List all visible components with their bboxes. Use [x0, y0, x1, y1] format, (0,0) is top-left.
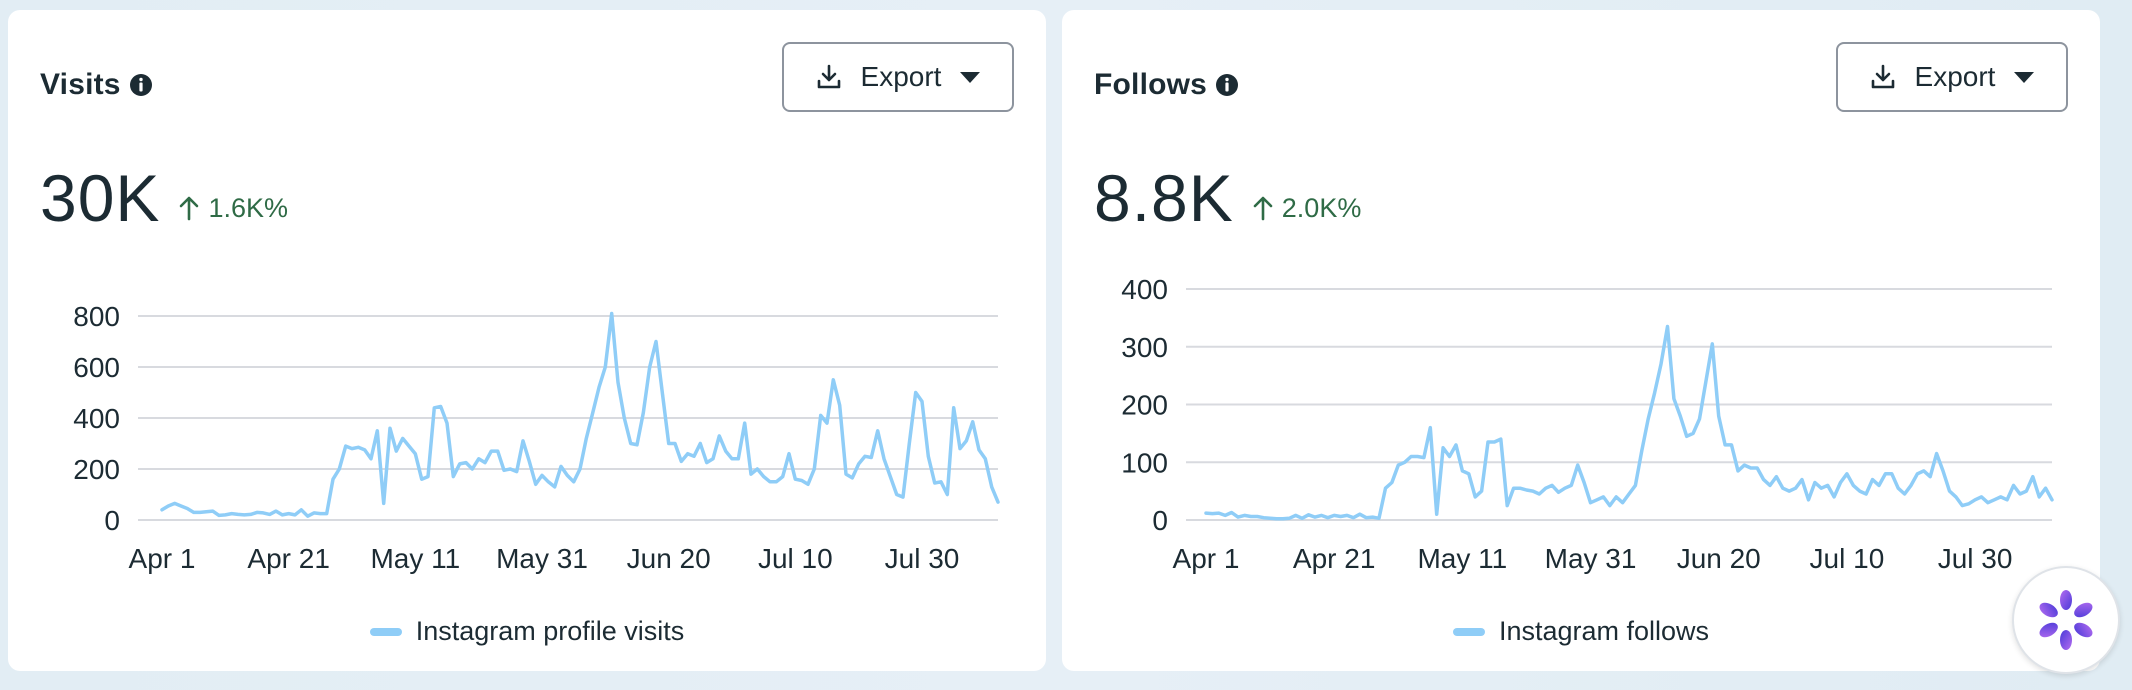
download-icon	[817, 64, 840, 89]
follows-title-label: Follows	[1094, 68, 1208, 101]
follows-title: Follows	[1094, 68, 1239, 102]
follows-change-value: 2.0K%	[1281, 192, 1362, 223]
x-tick-label: Jun 20	[1677, 543, 1761, 574]
x-tick-label: May 11	[370, 543, 460, 574]
arrow-up-icon	[1253, 196, 1273, 221]
y-tick-label: 200	[1121, 390, 1168, 421]
visits-title: Visits	[40, 68, 153, 102]
visits-total: 30K	[40, 161, 161, 235]
visits-legend[interactable]: Instagram profile visits	[8, 616, 1046, 647]
y-tick-label: 600	[73, 352, 120, 383]
y-tick-label: 400	[1121, 274, 1168, 305]
info-icon[interactable]	[1215, 73, 1239, 97]
caret-down-icon	[2014, 72, 2035, 83]
x-tick-label: May 31	[1545, 543, 1637, 574]
x-tick-label: Apr 1	[129, 543, 196, 574]
export-button[interactable]: Export	[782, 42, 1014, 112]
y-tick-label: 300	[1121, 332, 1168, 363]
caret-down-icon	[960, 72, 981, 83]
follows-change: 2.0K%	[1252, 192, 1362, 224]
legend-swatch	[1452, 627, 1485, 636]
follows-chart: 0 100 200 300 400 Apr 1 Apr 21 May 11 May 31 Jun …	[1121, 274, 2054, 574]
y-tick-label: 0	[104, 505, 120, 536]
visits-title-label: Visits	[40, 68, 121, 101]
arrow-up-icon	[180, 196, 199, 221]
visits-change-value: 1.6K%	[208, 192, 288, 223]
x-tick-label: Apr 1	[1173, 543, 1240, 574]
legend-label: Instagram profile visits	[415, 616, 685, 646]
export-button[interactable]: Export	[1836, 42, 2068, 112]
x-tick-label: Jul 30	[1938, 543, 2013, 574]
y-tick-label: 400	[73, 403, 120, 434]
x-tick-label: Jul 30	[885, 543, 960, 574]
x-tick-label: Jun 20	[627, 543, 711, 574]
x-tick-label: May 31	[496, 543, 588, 574]
export-label: Export	[860, 61, 942, 92]
follows-total: 8.8K	[1094, 161, 1234, 235]
visits-change: 1.6K%	[178, 193, 288, 224]
visits-summary: 30K 1.6K%	[40, 160, 288, 236]
assistant-button[interactable]	[2012, 566, 2120, 674]
x-tick-label: Apr 21	[1293, 543, 1376, 574]
x-tick-label: Jul 10	[758, 543, 833, 574]
y-tick-label: 0	[1152, 505, 1168, 536]
y-tick-label: 800	[73, 301, 120, 332]
follows-card: Follows Export 8.8K 2.0K% 0 100 200 300 400 A…	[1062, 10, 2100, 671]
download-icon	[1871, 64, 1894, 89]
series-line[interactable]	[1204, 324, 2054, 521]
info-icon[interactable]	[129, 73, 153, 97]
y-tick-label: 200	[73, 454, 120, 485]
visits-chart: 0 200 400 600 800 Apr 1 Apr 21 May 11 May 31 Jun …	[73, 301, 1000, 574]
visits-card: Visits Export 30K 1.6K% 0 200 400 600 800 Apr…	[8, 10, 1046, 671]
x-tick-label: May 11	[1417, 543, 1507, 574]
legend-swatch	[369, 627, 402, 636]
follows-legend[interactable]: Instagram follows	[1062, 616, 2100, 647]
x-tick-label: Jul 10	[1810, 543, 1885, 574]
follows-summary: 8.8K 2.0K%	[1094, 160, 1361, 236]
x-tick-label: Apr 21	[247, 543, 330, 574]
y-tick-label: 100	[1121, 447, 1168, 478]
series-line[interactable]	[160, 311, 1000, 518]
assistant-flower-icon	[2039, 590, 2093, 650]
legend-label: Instagram follows	[1498, 616, 1710, 646]
export-label: Export	[1914, 61, 1996, 92]
